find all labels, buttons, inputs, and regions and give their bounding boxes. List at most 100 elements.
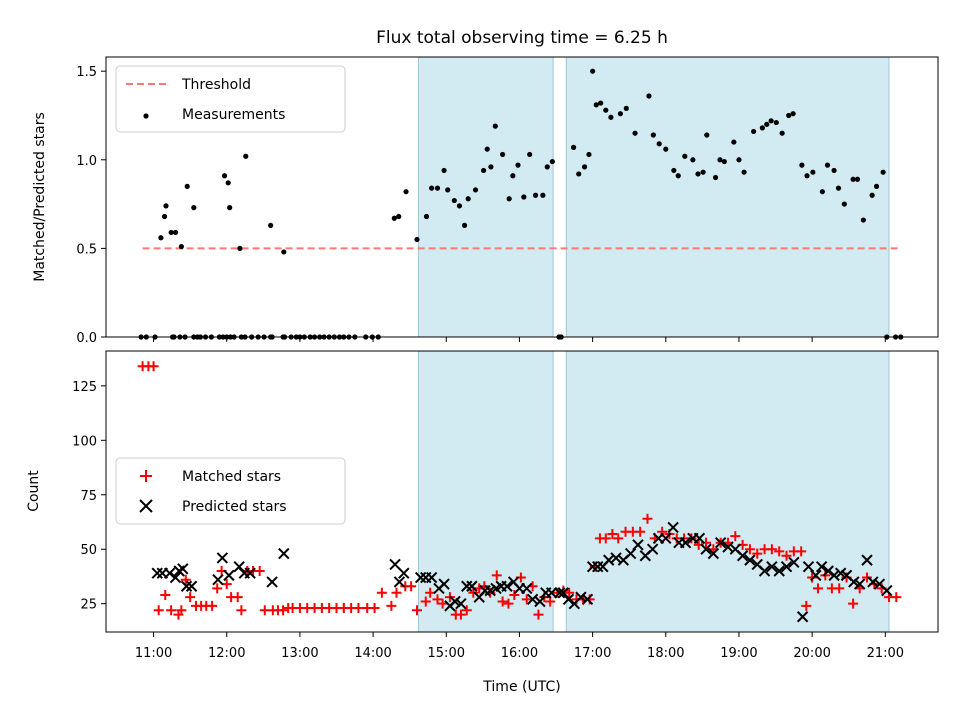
predicted-star-point <box>815 560 828 573</box>
predicted-star-point <box>861 554 873 566</box>
matched-star-point <box>533 609 544 620</box>
measurement-point <box>434 185 441 191</box>
x-tick-label: 14:00 <box>354 646 391 661</box>
legend-label: Predicted stars <box>182 499 287 515</box>
predicted-star-point <box>501 580 513 592</box>
predicted-star-point <box>553 587 566 599</box>
measurement-point <box>191 205 197 211</box>
matched-star-point <box>455 609 466 620</box>
predicted-star-point <box>603 554 615 566</box>
measurement-point <box>656 141 662 147</box>
measurement-point <box>445 187 451 193</box>
x-tick-label: 17:00 <box>574 646 611 661</box>
measurement-point <box>764 121 770 127</box>
shaded-interval <box>565 56 890 338</box>
bottom-panel: 25 50 75 100 125 11:00 12:00 13:00 14:00 15:00 16:… <box>72 350 939 661</box>
axes-frame <box>105 56 939 338</box>
measurement-point <box>695 171 701 177</box>
predicted-star-point <box>780 560 793 573</box>
matched-star-point <box>391 587 402 598</box>
measurement-point <box>237 245 243 251</box>
measurement-point <box>768 118 774 124</box>
measurement-point <box>268 222 274 228</box>
matched-star-point <box>232 592 243 603</box>
measurement-point <box>804 173 810 179</box>
measurement-point <box>178 244 184 250</box>
matched-star-point <box>236 605 247 616</box>
figure-title: Flux total observing time = 6.25 h <box>376 28 668 48</box>
measurement-point <box>243 153 249 159</box>
measurement-point <box>773 119 779 126</box>
matched-star-point <box>420 596 431 607</box>
measurement-point <box>869 192 875 198</box>
measurement-point <box>690 157 696 163</box>
axes-frame <box>105 350 939 633</box>
predicted-star-point <box>223 569 235 582</box>
measurement-point <box>731 139 737 145</box>
matched-star-point <box>613 533 624 544</box>
x-tick-label: 13:00 <box>281 646 318 661</box>
matched-star-point <box>812 583 823 594</box>
predicted-star-point <box>773 565 785 577</box>
matched-star-point <box>278 605 289 616</box>
measurement-point <box>617 111 624 117</box>
x-tick-label: 19:00 <box>720 646 757 661</box>
predicted-star-point <box>853 578 866 590</box>
measurement-point <box>841 201 847 207</box>
x-tick-label: 20:00 <box>793 646 830 661</box>
measurement-point <box>532 192 539 198</box>
measurement-point <box>824 162 831 168</box>
matched-star-point <box>468 587 479 598</box>
measurement-point <box>488 164 494 170</box>
matched-star-point <box>369 603 380 614</box>
predicted-star-point <box>521 582 533 595</box>
predicted-star-point <box>693 532 706 545</box>
measurement-point <box>759 125 765 131</box>
predicted-star-point <box>212 574 224 586</box>
legend-box <box>115 65 346 133</box>
measurement-point <box>850 176 856 182</box>
measurement-point <box>721 158 727 165</box>
y-tick-label: 1.5 <box>76 65 97 80</box>
legend-matched-swatch <box>140 470 152 482</box>
predicted-star-point <box>722 541 734 553</box>
predicted-star-point <box>828 569 840 582</box>
matched-star-point <box>686 533 697 544</box>
predicted-star-point <box>700 543 712 555</box>
predicted-star-point <box>244 567 256 579</box>
predicted-star-point <box>216 552 229 564</box>
matched-star-point <box>491 570 502 581</box>
measurement-point <box>717 157 723 163</box>
matched-star-point <box>411 605 422 616</box>
predicted-star-point <box>822 565 834 577</box>
measurement-point <box>423 213 430 220</box>
measurement-point <box>790 111 796 117</box>
matched-star-point <box>642 513 653 524</box>
predicted-star-point <box>398 567 410 579</box>
matched-star-point <box>432 594 443 605</box>
measurement-point <box>403 189 409 195</box>
predicted-star-point <box>534 595 546 608</box>
legend-label: Matched stars <box>182 469 281 485</box>
measurement-point <box>682 153 688 159</box>
matched-star-point <box>406 581 417 592</box>
measurement-point <box>158 235 164 241</box>
measurement-point <box>608 114 614 120</box>
predicted-star-point <box>266 576 278 588</box>
matched-star-point <box>521 594 532 605</box>
predicted-star-point <box>393 576 406 588</box>
matched-star-point <box>766 544 777 555</box>
x-tick-label: 11:00 <box>135 646 172 661</box>
predicted-star-point <box>610 552 622 564</box>
measurement-point <box>810 169 816 175</box>
y-tick-label: 75 <box>80 489 97 504</box>
measurement-point <box>227 205 233 211</box>
y-tick-label: 0.5 <box>76 242 97 257</box>
measurement-point <box>549 158 555 165</box>
matched-star-point <box>730 531 741 542</box>
measurement-point <box>819 189 825 195</box>
bottom-y-axis-label: Count <box>26 470 42 512</box>
measurement-point <box>873 183 880 189</box>
measurement-point <box>456 203 463 209</box>
predicted-star-point <box>679 536 692 549</box>
